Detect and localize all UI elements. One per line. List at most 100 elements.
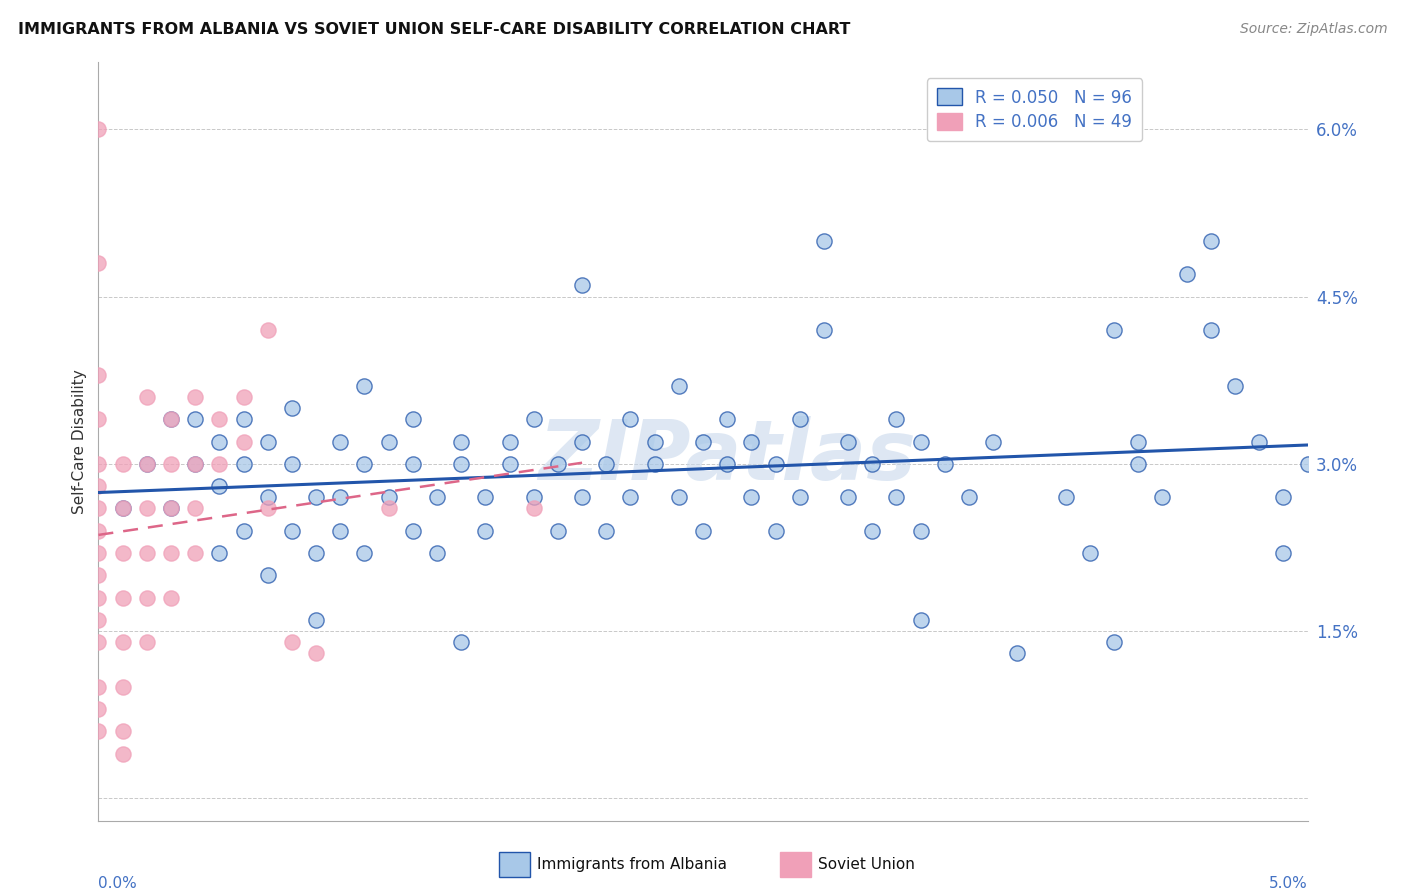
Point (87, 122, 110, 136)
Point (87, 702, 110, 716)
Point (135, 501, 157, 516)
Point (1223, 379, 1246, 393)
Point (1007, 646, 1029, 660)
Point (1054, 491, 1077, 505)
Point (135, 635, 157, 649)
Point (111, 501, 134, 516)
Point (547, 457, 569, 471)
Point (668, 379, 690, 393)
Point (644, 457, 666, 471)
Point (837, 434, 859, 449)
Point (232, 524, 254, 538)
Point (957, 491, 980, 505)
Point (87, 613, 110, 627)
Point (232, 457, 254, 471)
Point (789, 412, 811, 426)
Point (1199, 323, 1222, 337)
Point (305, 646, 328, 660)
Point (87, 591, 110, 605)
Point (377, 491, 399, 505)
Point (208, 546, 231, 560)
Point (523, 412, 546, 426)
Point (184, 390, 207, 404)
Point (87, 457, 110, 471)
Point (184, 412, 207, 426)
Point (87, 524, 110, 538)
Point (595, 524, 617, 538)
Point (692, 524, 714, 538)
Point (981, 434, 1004, 449)
Point (256, 568, 278, 582)
Point (329, 524, 352, 538)
Point (160, 501, 183, 516)
Point (281, 635, 304, 649)
Point (740, 491, 762, 505)
Point (619, 491, 641, 505)
Point (353, 457, 375, 471)
Point (740, 434, 762, 449)
Point (619, 412, 641, 426)
Point (87, 412, 110, 426)
Point (184, 546, 207, 560)
Point (426, 491, 449, 505)
Point (910, 613, 932, 627)
Point (377, 434, 399, 449)
Point (813, 234, 835, 248)
Point (450, 635, 472, 649)
Legend: R = 0.050   N = 96, R = 0.006   N = 49: R = 0.050 N = 96, R = 0.006 N = 49 (927, 78, 1142, 141)
Point (668, 491, 690, 505)
Point (87, 256, 110, 270)
Point (111, 680, 134, 694)
Point (692, 434, 714, 449)
Point (353, 379, 375, 393)
Point (474, 491, 496, 505)
Point (281, 457, 304, 471)
Point (111, 457, 134, 471)
Point (1199, 234, 1222, 248)
Point (87, 368, 110, 382)
Point (1296, 457, 1319, 471)
Point (281, 524, 304, 538)
Point (402, 524, 425, 538)
Point (111, 724, 134, 739)
Point (160, 501, 183, 516)
Point (87, 546, 110, 560)
Point (1128, 434, 1150, 449)
Text: IMMIGRANTS FROM ALBANIA VS SOVIET UNION SELF-CARE DISABILITY CORRELATION CHART: IMMIGRANTS FROM ALBANIA VS SOVIET UNION … (18, 22, 851, 37)
Point (87, 724, 110, 739)
Point (184, 457, 207, 471)
Point (87, 635, 110, 649)
Point (547, 524, 569, 538)
Point (426, 546, 449, 560)
Point (256, 501, 278, 516)
Point (353, 546, 375, 560)
Point (135, 546, 157, 560)
Point (329, 434, 352, 449)
Point (716, 457, 738, 471)
Point (87, 568, 110, 582)
Point (402, 457, 425, 471)
Point (765, 457, 787, 471)
Point (1272, 491, 1295, 505)
Point (765, 524, 787, 538)
Point (910, 434, 932, 449)
Point (377, 501, 399, 516)
Point (934, 457, 956, 471)
Point (1152, 491, 1174, 505)
Point (571, 491, 593, 505)
Point (87, 680, 110, 694)
Text: 0.0%: 0.0% (98, 876, 138, 891)
Point (595, 457, 617, 471)
Point (813, 323, 835, 337)
Point (160, 457, 183, 471)
Text: Soviet Union: Soviet Union (818, 857, 915, 871)
Point (256, 434, 278, 449)
Point (644, 434, 666, 449)
Point (135, 591, 157, 605)
Point (160, 546, 183, 560)
Point (135, 390, 157, 404)
Point (208, 479, 231, 493)
Point (160, 412, 183, 426)
Point (111, 591, 134, 605)
Point (160, 591, 183, 605)
